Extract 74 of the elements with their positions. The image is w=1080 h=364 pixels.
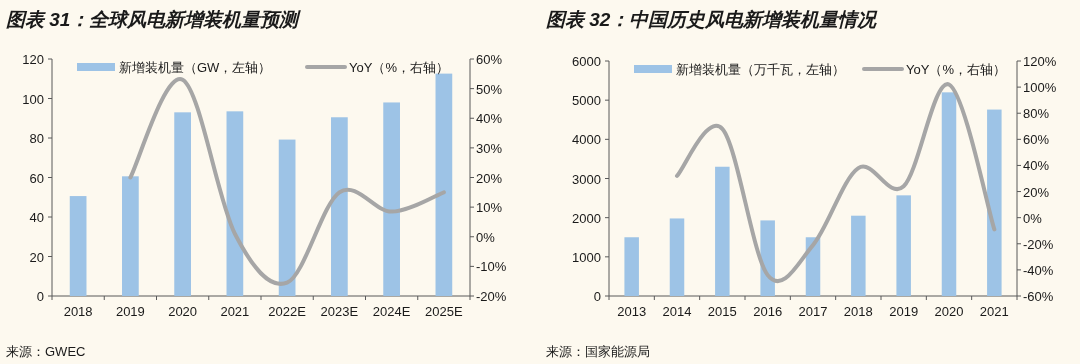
source-note: 来源：国家能源局	[546, 344, 650, 359]
y-tick-label: 40	[29, 210, 44, 225]
y-tick-label: 4000	[572, 132, 601, 148]
y2-tick-label: 40%	[476, 111, 503, 127]
x-tick-label: 2020	[934, 304, 964, 319]
bar	[435, 73, 453, 296]
x-tick-label: 2019	[115, 304, 145, 319]
y-tick-label: 100	[22, 91, 44, 107]
source-note: 来源：GWEC	[6, 344, 86, 359]
bar	[851, 215, 866, 296]
y-tick-label: 0	[36, 289, 44, 304]
bar	[383, 102, 400, 296]
y2-tick-label: 10%	[476, 200, 503, 216]
bar	[331, 117, 348, 296]
y2-tick-label: 120%	[1023, 54, 1057, 69]
bar	[69, 196, 87, 296]
y2-tick-label: -40%	[1023, 262, 1054, 278]
chart-title: 图表 32：中国历史风电新增装机量情况	[546, 9, 879, 30]
x-tick-label: 2015	[707, 304, 737, 319]
line-series	[128, 77, 446, 286]
bar	[987, 109, 1002, 296]
y-tick-label: 60	[29, 170, 44, 186]
y2-tick-label: 20%	[476, 170, 503, 186]
y-tick-label: 20	[29, 249, 44, 265]
legend-label: YoY（%，右轴）	[906, 62, 1006, 77]
y2-tick-label: 0%	[476, 229, 496, 245]
y-tick-label: 5000	[572, 93, 601, 109]
y2-tick-label: 30%	[476, 140, 503, 156]
x-tick-label: 2023E	[320, 304, 359, 319]
y2-tick-label: -20%	[1023, 236, 1054, 252]
y2-tick-label: 60%	[476, 52, 503, 67]
bar	[669, 218, 685, 296]
y2-tick-label: -10%	[476, 259, 507, 275]
y2-tick-label: -20%	[476, 289, 507, 304]
y2-tick-label: 50%	[476, 81, 503, 97]
x-tick-label: 2014	[662, 304, 692, 319]
bar	[226, 111, 244, 296]
y-tick-label: 120	[22, 52, 44, 67]
x-tick-label: 2022E	[268, 304, 307, 319]
y-tick-label: 6000	[572, 54, 601, 69]
x-tick-label: 2013	[617, 304, 647, 319]
y2-tick-label: 80%	[1023, 106, 1050, 122]
x-tick-label: 2025E	[425, 304, 463, 319]
y-tick-label: 2000	[572, 210, 601, 226]
x-tick-label: 2016	[753, 304, 783, 319]
legend-label: YoY（%，右轴）	[349, 60, 449, 75]
bar	[896, 195, 911, 296]
x-tick-label: 2024E	[372, 304, 411, 319]
y2-tick-label: 0%	[1023, 210, 1043, 226]
x-tick-label: 2019	[889, 304, 919, 319]
y-tick-label: 3000	[572, 171, 601, 187]
bar	[278, 139, 296, 296]
bar	[715, 166, 730, 296]
bar	[122, 176, 139, 296]
legend-label: 新增装机量（GW，左轴）	[119, 60, 272, 75]
x-tick-label: 2020	[168, 304, 198, 319]
x-tick-label: 2018	[843, 304, 873, 319]
x-tick-label: 2017	[798, 304, 828, 319]
y2-tick-label: 100%	[1023, 80, 1057, 96]
bar	[941, 92, 957, 296]
y2-tick-label: 40%	[1023, 158, 1050, 174]
y-tick-label: 1000	[572, 249, 601, 265]
chart-title: 图表 31：全球风电新增装机量预测	[6, 9, 302, 30]
x-tick-label: 2021	[979, 304, 1009, 319]
legend-label: 新增装机量（万千瓦，左轴）	[676, 62, 845, 77]
y-tick-label: 0	[593, 289, 601, 304]
bar	[624, 237, 639, 296]
x-tick-label: 2021	[220, 304, 250, 319]
y2-tick-label: -60%	[1023, 289, 1054, 304]
x-tick-label: 2018	[63, 304, 93, 319]
y2-tick-label: 20%	[1023, 184, 1050, 200]
bar	[174, 112, 191, 296]
y-tick-label: 80	[29, 131, 44, 146]
y2-tick-label: 60%	[1023, 132, 1050, 148]
